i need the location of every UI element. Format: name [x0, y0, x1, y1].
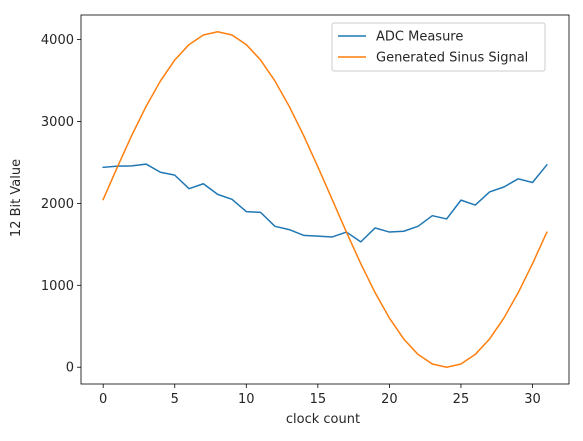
series-line-2	[102, 31, 548, 368]
legend-label-1: ADC Measure	[376, 30, 463, 45]
y-tick-label: 0	[66, 361, 74, 376]
series-line-1	[102, 163, 548, 243]
y-tick-label: 4000	[41, 33, 74, 48]
axes: 0 5 10 15 20 25 30 0 1000 2000 3000 4000	[41, 14, 570, 407]
y-tick-label: 3000	[41, 115, 74, 130]
y-axis-label: 12 Bit Value	[9, 159, 24, 237]
x-tick-label: 10	[238, 392, 255, 407]
x-tick-label: 5	[171, 392, 179, 407]
legend: ADC Measure Generated Sinus Signal	[331, 22, 546, 72]
y-tick-label: 2000	[41, 197, 74, 212]
plot-area	[102, 31, 548, 368]
x-tick-label: 15	[310, 392, 327, 407]
x-tick-label: 20	[381, 392, 398, 407]
legend-label-2: Generated Sinus Signal	[376, 51, 528, 66]
axes-frame	[80, 14, 570, 385]
legend-box	[331, 22, 546, 72]
x-tick-label: 0	[99, 392, 107, 407]
x-tick-label: 30	[524, 392, 541, 407]
x-axis-label: clock count	[286, 412, 360, 427]
x-tick-label: 25	[453, 392, 470, 407]
y-tick-label: 1000	[41, 279, 74, 294]
